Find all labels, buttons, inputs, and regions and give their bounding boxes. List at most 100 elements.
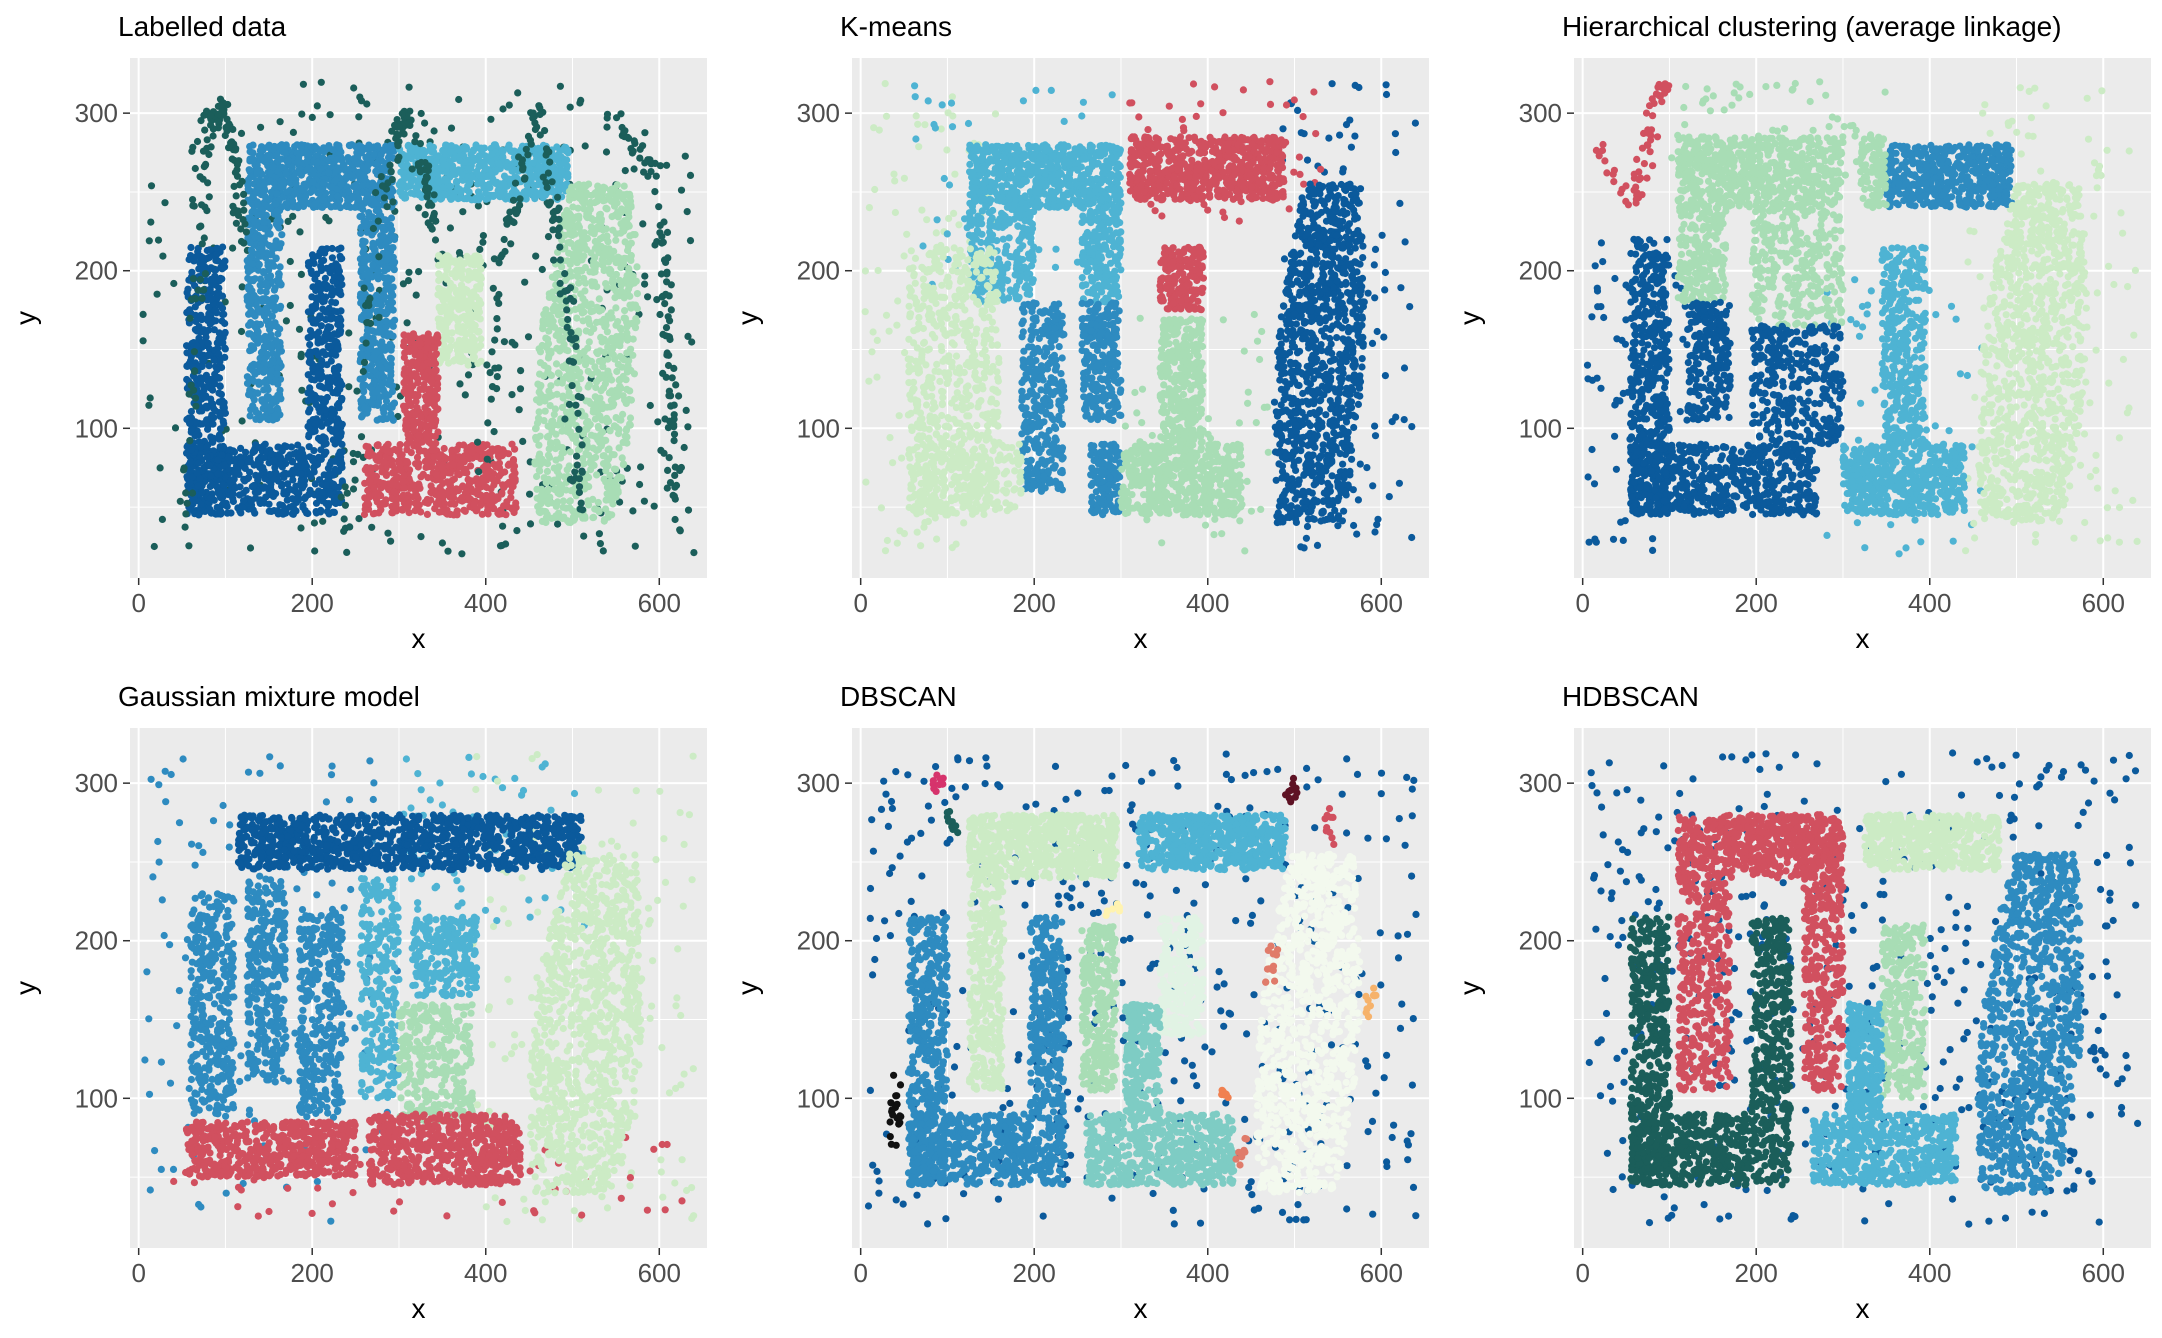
- data-point: [273, 190, 281, 198]
- data-point: [259, 295, 267, 303]
- data-point: [204, 378, 212, 386]
- data-point: [464, 371, 473, 379]
- data-point: [276, 263, 284, 271]
- data-point: [171, 424, 180, 432]
- data-point: [447, 299, 455, 307]
- data-point: [470, 500, 478, 508]
- data-point: [206, 461, 214, 469]
- data-point: [650, 502, 658, 510]
- data-point: [335, 267, 343, 275]
- data-point: [391, 316, 399, 324]
- data-point: [250, 377, 258, 385]
- data-point: [255, 183, 263, 191]
- data-point: [158, 515, 166, 524]
- data-point: [428, 446, 436, 454]
- data-point: [477, 341, 485, 349]
- data-point: [295, 325, 304, 333]
- data-point: [193, 469, 201, 477]
- data-point: [301, 460, 309, 468]
- data-point: [218, 265, 226, 273]
- data-point: [223, 502, 231, 511]
- data-point: [328, 286, 336, 294]
- data-point: [306, 395, 314, 404]
- data-point: [629, 507, 637, 515]
- data-point: [246, 389, 254, 397]
- data-point: [309, 364, 317, 373]
- data-point: [288, 197, 297, 205]
- data-point: [357, 350, 365, 358]
- data-point: [621, 307, 629, 315]
- data-point: [246, 468, 254, 476]
- data-point: [319, 196, 327, 204]
- data-point: [321, 406, 329, 414]
- data-point: [374, 267, 382, 275]
- data-point: [389, 283, 397, 291]
- data-point: [381, 241, 389, 249]
- data-point: [333, 192, 341, 200]
- data-point: [250, 291, 258, 300]
- data-point: [368, 523, 376, 531]
- data-point: [680, 443, 688, 452]
- data-point: [452, 272, 460, 280]
- data-point: [328, 183, 336, 191]
- data-point: [463, 252, 471, 260]
- data-point: [477, 335, 485, 343]
- data-point: [534, 144, 542, 152]
- data-point: [198, 488, 206, 496]
- data-point: [432, 157, 440, 165]
- data-point: [275, 278, 283, 286]
- data-point: [372, 328, 381, 336]
- data-point: [490, 141, 498, 149]
- data-point: [249, 155, 257, 163]
- data-point: [253, 221, 261, 230]
- data-point: [423, 459, 432, 467]
- data-point: [242, 486, 250, 494]
- data-point: [505, 145, 514, 153]
- data-point: [276, 118, 284, 126]
- data-point: [490, 255, 498, 263]
- data-point: [433, 406, 441, 414]
- data-point: [453, 346, 461, 354]
- data-point: [495, 510, 503, 518]
- data-point: [435, 284, 443, 292]
- data-point: [241, 477, 249, 485]
- data-point: [458, 550, 466, 558]
- data-point: [266, 204, 275, 213]
- data-point: [325, 217, 333, 225]
- data-point: [424, 392, 432, 400]
- data-point: [415, 447, 423, 455]
- data-point: [317, 382, 325, 391]
- data-point: [326, 111, 334, 119]
- data-point: [345, 329, 353, 337]
- data-point: [412, 460, 420, 468]
- data-point: [254, 305, 262, 313]
- data-point: [417, 473, 425, 481]
- data-point: [445, 336, 454, 344]
- data-point: [530, 182, 539, 190]
- data-point: [275, 443, 283, 451]
- data-point: [301, 493, 310, 501]
- data-point: [318, 488, 326, 496]
- data-point: [204, 339, 212, 347]
- data-point: [503, 163, 511, 171]
- data-point: [305, 443, 313, 451]
- data-point: [580, 532, 588, 540]
- data-point: [435, 319, 443, 327]
- data-point: [307, 472, 315, 481]
- data-point: [331, 299, 340, 307]
- data-point: [260, 499, 268, 507]
- data-point: [400, 402, 408, 410]
- data-point: [221, 328, 229, 337]
- data-point: [194, 482, 202, 490]
- data-point: [621, 167, 629, 175]
- data-point: [321, 351, 330, 359]
- data-point: [392, 474, 400, 482]
- data-point: [417, 533, 425, 541]
- data-point: [445, 315, 453, 323]
- data-point: [640, 497, 649, 505]
- data-point: [636, 480, 644, 489]
- data-point: [197, 374, 205, 382]
- data-point: [400, 353, 408, 362]
- data-point: [513, 527, 521, 535]
